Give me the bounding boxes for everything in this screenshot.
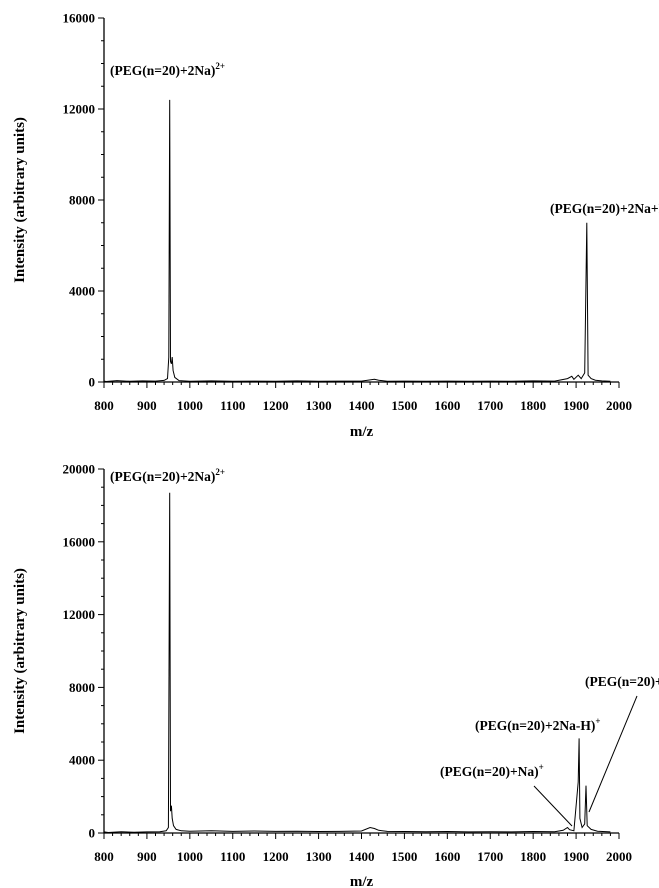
bottom-y-tick-label: 16000 [63,534,96,549]
bottom-x-axis-title: m/z [350,874,374,888]
bottom-y-axis-title: Intensity (arbitrary units) [12,568,28,734]
bottom-x-tick-label: 1400 [349,849,375,864]
bottom-peak-annotation: (PEG(n=20)+2Na+F)+ [585,672,659,689]
bottom-peak-annotation: (PEG(n=20)+2Na)2+ [110,467,225,484]
bottom-x-tick-label: 800 [94,849,114,864]
top-x-tick-label: 1600 [434,398,460,413]
bottom-peak-annotation: (PEG(n=20)+Na)+ [440,762,544,779]
bottom-peak-annotation: (PEG(n=20)+2Na-H)+ [475,716,601,733]
top-y-tick-label: 4000 [69,284,95,299]
top-x-tick-label: 800 [94,398,114,413]
bottom-x-tick-label: 1500 [391,849,417,864]
bottom-x-tick-label: 2000 [606,849,632,864]
bottom-x-tick-label: 1800 [520,849,546,864]
bottom-y-tick-label: 0 [89,826,96,841]
top-y-tick-label: 8000 [69,193,95,208]
chart-bottom: 800 900 1000 1100 1200 1300 1400 1500 1600 1700 18… [12,462,659,888]
bottom-annotation-leader [533,785,573,827]
top-x-tick-label: 1200 [263,398,289,413]
top-peak-annotation: (PEG(n=20)+2Na+F )+ [550,199,659,216]
top-x-tick-label: 1000 [177,398,203,413]
chart-top: 800 900 1000 1100 1200 1300 1400 1500 1600 1700 18… [12,11,659,441]
top-y-axis-title: Intensity (arbitrary units) [12,117,28,283]
top-x-tick-label: 1700 [477,398,503,413]
top-spectrum-line [103,99,611,383]
bottom-x-tick-label: 1200 [263,849,289,864]
bottom-x-tick-label: 1600 [434,849,460,864]
bottom-x-tick-label: 1900 [563,849,589,864]
bottom-y-tick-label: 12000 [63,607,96,622]
top-x-tick-label: 1900 [563,398,589,413]
top-x-tick-label: 900 [137,398,157,413]
bottom-spectrum-line [103,492,611,834]
top-y-tick-label: 12000 [63,102,96,117]
bottom-x-tick-label: 1700 [477,849,503,864]
top-x-tick-label: 1500 [391,398,417,413]
bottom-y-tick-label: 20000 [63,462,96,477]
top-y-tick-label: 16000 [63,11,96,26]
top-x-tick-label: 1800 [520,398,546,413]
bottom-annotation-leader [588,695,638,813]
bottom-x-tick-label: 900 [137,849,157,864]
top-x-tick-label: 1400 [349,398,375,413]
bottom-x-tick-label: 1300 [306,849,332,864]
top-x-tick-label: 1300 [306,398,332,413]
top-x-tick-label: 1100 [220,398,245,413]
top-peak-annotation: (PEG(n=20)+2Na)2+ [110,61,225,78]
top-x-axis-title: m/z [350,424,374,440]
bottom-x-tick-label: 1000 [177,849,203,864]
top-x-tick-label: 2000 [606,398,632,413]
bottom-y-tick-label: 8000 [69,680,95,695]
bottom-x-tick-label: 1100 [220,849,245,864]
top-y-tick-label: 0 [89,375,96,390]
bottom-y-tick-label: 4000 [69,753,95,768]
